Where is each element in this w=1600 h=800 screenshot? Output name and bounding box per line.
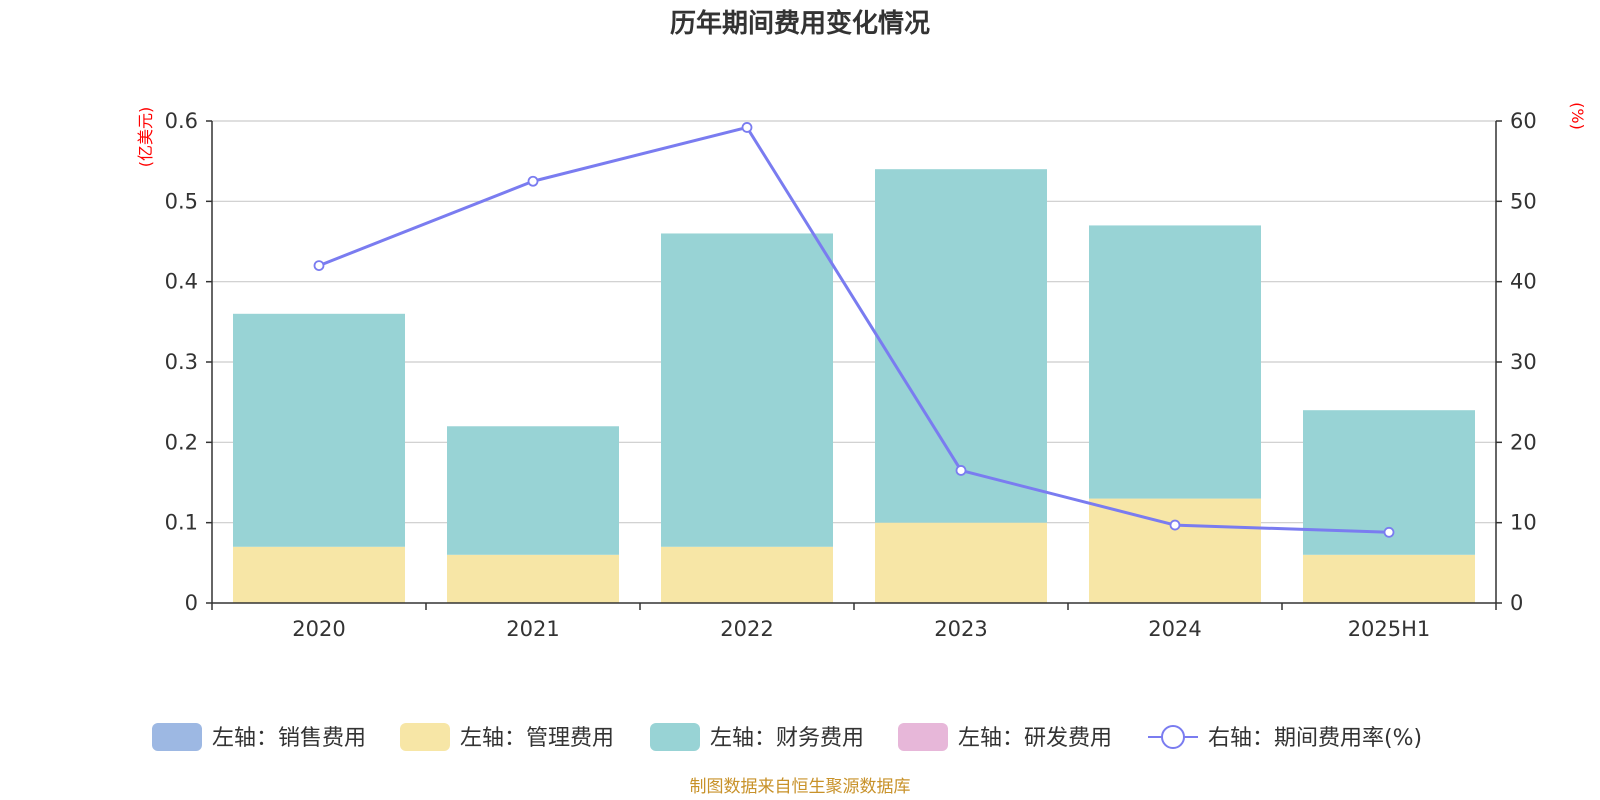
left-axis-unit: (亿美元) <box>136 107 155 168</box>
left-axis-tick-label: 0.5 <box>165 189 198 213</box>
rate-point[interactable] <box>955 465 967 476</box>
rate-point[interactable] <box>1383 526 1395 538</box>
bar-admin[interactable] <box>875 522 1047 603</box>
legend-label: 右轴：期间费用率(%) <box>1208 726 1422 751</box>
right-axis-unit: (%) <box>1568 102 1587 130</box>
bar-admin[interactable] <box>1303 554 1475 603</box>
legend: 左轴：销售费用 左轴：管理费用 左轴：财务费用 左轴：研发费用 右轴：期间费用率(%) <box>152 723 1422 751</box>
rate-point[interactable] <box>527 175 539 187</box>
legend-label: 左轴：销售费用 <box>212 726 366 751</box>
right-axis-tick-label: 0 <box>1510 591 1523 615</box>
rate-point[interactable] <box>1169 519 1181 531</box>
legend-item[interactable]: 左轴：管理费用 <box>400 723 614 751</box>
bar-finance[interactable] <box>447 426 619 555</box>
x-axis-tick-label: 2023 <box>934 617 987 641</box>
legend-swatch-sales <box>152 723 202 751</box>
bar-finance[interactable] <box>875 169 1047 523</box>
left-axis-tick-label: 0.4 <box>165 270 198 294</box>
legend-swatch-rnd <box>898 723 948 751</box>
legend-item[interactable]: 左轴：研发费用 <box>898 723 1112 751</box>
x-axis-tick-label: 2020 <box>292 617 345 641</box>
rate-point[interactable] <box>741 122 753 133</box>
x-axis-tick-label: 2021 <box>506 617 559 641</box>
legend-label: 左轴：财务费用 <box>710 726 864 751</box>
rate-line-path <box>318 125 1390 534</box>
bar-admin[interactable] <box>1089 498 1261 603</box>
right-axis-tick-label: 20 <box>1510 430 1537 454</box>
legend-item[interactable]: 左轴：销售费用 <box>152 723 366 751</box>
bar-finance[interactable] <box>661 233 833 547</box>
bar-finance[interactable] <box>233 313 405 547</box>
legend-item[interactable]: 左轴：财务费用 <box>650 723 864 751</box>
bar-finance[interactable] <box>1089 225 1261 499</box>
bars <box>233 169 1475 603</box>
legend-item[interactable]: 右轴：期间费用率(%) <box>1148 725 1422 751</box>
left-axis-tick-label: 0.6 <box>165 109 198 133</box>
source-note: 制图数据来自恒生聚源数据库 <box>690 777 911 797</box>
left-axis-tick-label: 0 <box>185 591 198 615</box>
rate-line <box>313 122 1395 538</box>
right-axis-tick-label: 10 <box>1510 511 1537 535</box>
legend-swatch-admin <box>400 723 450 751</box>
bar-admin[interactable] <box>447 554 619 603</box>
right-axis-tick-label: 50 <box>1510 189 1537 213</box>
right-axis-tick-label: 30 <box>1510 350 1537 374</box>
x-axis-tick-label: 2024 <box>1148 617 1201 641</box>
legend-label: 左轴：管理费用 <box>460 726 614 751</box>
rate-point[interactable] <box>313 260 325 272</box>
x-axis-tick-label: 2025H1 <box>1348 617 1431 641</box>
bar-admin[interactable] <box>661 546 833 603</box>
x-axis-tick-label: 2022 <box>720 617 773 641</box>
legend-label: 左轴：研发费用 <box>958 726 1112 751</box>
grid <box>212 120 1496 524</box>
left-axis-tick-label: 0.3 <box>165 350 198 374</box>
chart-title: 历年期间费用变化情况 <box>670 8 930 39</box>
legend-swatch-finance <box>650 723 700 751</box>
left-axis-tick-label: 0.2 <box>165 430 198 454</box>
left-axis-tick-label: 0.1 <box>165 511 198 535</box>
legend-marker <box>1161 725 1185 749</box>
right-axis-tick-label: 40 <box>1510 270 1537 294</box>
axes: 0 0.1 0.2 0.3 0.4 0.5 0.6 0 10 20 30 40 50 60 2020 2021… <box>165 109 1537 641</box>
right-axis-tick-label: 60 <box>1510 109 1537 133</box>
bar-admin[interactable] <box>233 546 405 603</box>
